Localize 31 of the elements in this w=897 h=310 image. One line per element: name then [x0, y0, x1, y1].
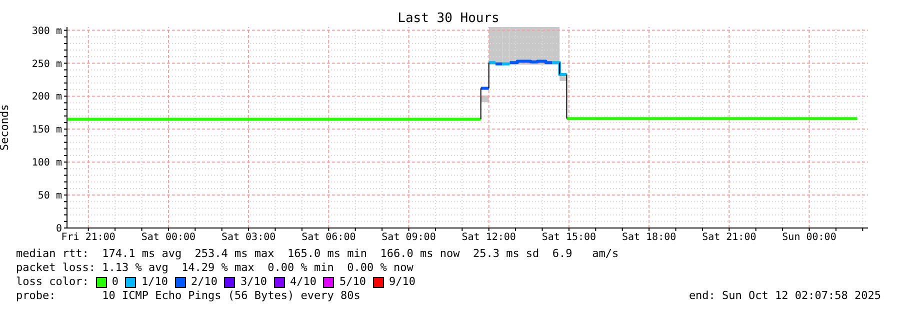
- legend-label: 2/10: [190, 275, 218, 289]
- text: end: Sun Oct 12 02:07:58 2025: [688, 289, 881, 302]
- x-tick-label: Sat 18:00: [622, 232, 676, 244]
- legend-label: 5/10: [339, 275, 366, 289]
- y-axis-title: Seconds: [0, 104, 11, 151]
- x-tick-label: Sat 21:00: [702, 232, 756, 244]
- y-tick-label: 300 m: [32, 26, 62, 37]
- legend-label: 0: [112, 275, 118, 289]
- y-tick-label: 100 m: [32, 158, 62, 169]
- x-tick-label: Sat 03:00: [221, 232, 276, 244]
- legend-label: 4/10: [290, 275, 316, 289]
- chart-title: Last 30 Hours: [396, 11, 500, 26]
- x-tick-label: Sat 00:00: [141, 232, 196, 244]
- text: probe: 10 ICMP Echo Pings (56 Bytes) every 80s: [16, 289, 362, 303]
- y-tick-label: 150 m: [32, 124, 62, 136]
- text: packet loss: 1.13 % avg 14.29 % max 0.00 % min 0.00 % now: [16, 261, 414, 275]
- x-tick-label: Sat 06:00: [302, 232, 356, 244]
- legend-label: 9/10: [388, 275, 416, 289]
- y-tick-label: 250 m: [32, 58, 62, 70]
- x-tick-label: Sat 09:00: [382, 232, 436, 244]
- y-tick-label: 50 m: [38, 190, 62, 202]
- legend-label: 1/10: [141, 275, 168, 289]
- x-tick-label: Sat 12:00: [462, 232, 516, 244]
- legend-label: 3/10: [240, 275, 267, 289]
- x-tick-label: Fri 21:00: [61, 232, 116, 244]
- y-tick-label: 200 m: [32, 92, 62, 103]
- legend-title: loss color:: [16, 275, 89, 289]
- y-tick-label: 0: [56, 224, 62, 235]
- x-tick-label: Sun 00:00: [782, 232, 836, 244]
- text: median rtt: 174.1 ms avg 253.4 ms max 165.0 ms min 166.0 ms now 25.3 ms sd 6.9 am/s: [16, 247, 619, 261]
- x-tick-label: Sat 15:00: [542, 232, 596, 244]
